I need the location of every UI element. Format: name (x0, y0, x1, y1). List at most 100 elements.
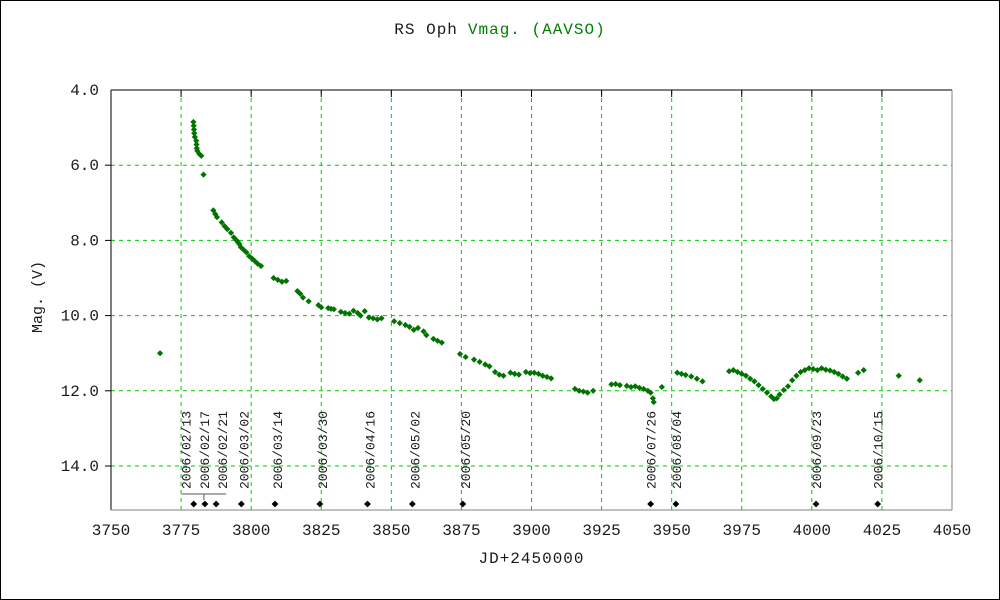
data-point (747, 375, 754, 382)
data-point (330, 306, 337, 313)
data-point (200, 171, 207, 178)
x-tick-label: 4025 (863, 522, 901, 540)
data-point (406, 323, 413, 330)
event-date-label: 2006/02/21 (216, 411, 231, 489)
data-point (511, 370, 518, 377)
event-date-label: 2006/09/23 (810, 411, 825, 489)
event-date-label: 2006/02/17 (198, 411, 213, 489)
data-point (190, 122, 197, 129)
data-point (337, 308, 344, 315)
data-point (190, 126, 198, 133)
data-point (632, 383, 639, 390)
data-point (805, 365, 813, 372)
event-date-label: 2006/03/14 (271, 411, 286, 489)
data-point (822, 366, 829, 373)
data-point (248, 255, 256, 262)
data-point (224, 226, 231, 233)
data-point (693, 375, 700, 382)
data-point (318, 304, 325, 311)
y-tick-label: 6.0 (70, 157, 99, 175)
event-marker (812, 500, 820, 508)
data-point (357, 312, 364, 319)
x-tick-label: 3850 (372, 522, 410, 540)
data-point (590, 387, 597, 394)
chart-title-object: RS Oph (394, 21, 458, 39)
data-point (193, 137, 200, 144)
data-point (325, 304, 332, 312)
event-marker (237, 500, 245, 508)
data-point (227, 229, 235, 236)
x-tick-label: 3900 (512, 522, 550, 540)
data-point (608, 381, 615, 388)
data-point (354, 309, 361, 317)
data-point (688, 373, 695, 380)
data-point (486, 363, 493, 370)
data-point (213, 213, 221, 221)
data-point (623, 382, 630, 390)
x-tick-label: 3975 (723, 522, 761, 540)
data-point (476, 358, 483, 365)
event-marker (672, 500, 680, 508)
event-date-label: 2006/05/20 (459, 411, 474, 489)
x-tick-label: 3750 (92, 522, 130, 540)
data-point (396, 320, 403, 327)
data-point (470, 356, 478, 363)
data-point (576, 387, 583, 394)
data-point (193, 141, 200, 148)
data-point (378, 315, 385, 322)
data-point (780, 386, 787, 394)
data-point (548, 375, 555, 382)
event-marker (647, 500, 655, 508)
data-point (699, 378, 706, 385)
x-tick-label: 4050 (933, 522, 971, 540)
data-point (243, 249, 250, 256)
data-point (571, 385, 579, 393)
event-marker (364, 500, 371, 508)
data-point (278, 278, 286, 285)
data-point (674, 369, 681, 376)
data-point (751, 378, 758, 385)
data-point (773, 395, 780, 402)
data-series-vmag (156, 118, 923, 406)
data-point (784, 383, 792, 390)
data-point (315, 301, 322, 309)
event-date-label: 2006/04/16 (364, 411, 379, 489)
data-point (294, 288, 301, 295)
event-date-label: 2006/05/02 (408, 411, 423, 489)
x-tick-label: 3875 (442, 522, 480, 540)
data-point (522, 368, 529, 376)
data-point (843, 375, 850, 382)
data-point (776, 391, 783, 398)
data-point (826, 367, 834, 374)
data-point (257, 262, 265, 270)
data-point (341, 309, 349, 317)
data-point (612, 380, 619, 388)
data-point (156, 350, 164, 357)
data-point (191, 130, 198, 137)
data-point (895, 372, 902, 379)
data-point (299, 294, 307, 301)
data-point (584, 389, 591, 396)
data-point (414, 324, 422, 332)
data-point (810, 365, 817, 373)
y-tick-label: 8.0 (70, 232, 99, 250)
event-marker (316, 500, 324, 508)
y-tick-label: 4.0 (70, 82, 99, 100)
data-point (438, 339, 445, 346)
data-point (682, 371, 689, 379)
x-tick-label: 4000 (793, 522, 831, 540)
data-point (507, 369, 514, 376)
chart-title: RS Oph Vmag. (AAVSO) (1, 21, 999, 39)
data-point (491, 368, 499, 376)
data-point (860, 367, 867, 374)
data-point (539, 372, 546, 379)
data-point (770, 395, 778, 403)
data-point (916, 377, 923, 384)
data-point (391, 318, 398, 325)
data-point (346, 310, 353, 317)
data-point (361, 307, 368, 315)
data-point (218, 219, 225, 226)
event-marker (874, 500, 882, 508)
